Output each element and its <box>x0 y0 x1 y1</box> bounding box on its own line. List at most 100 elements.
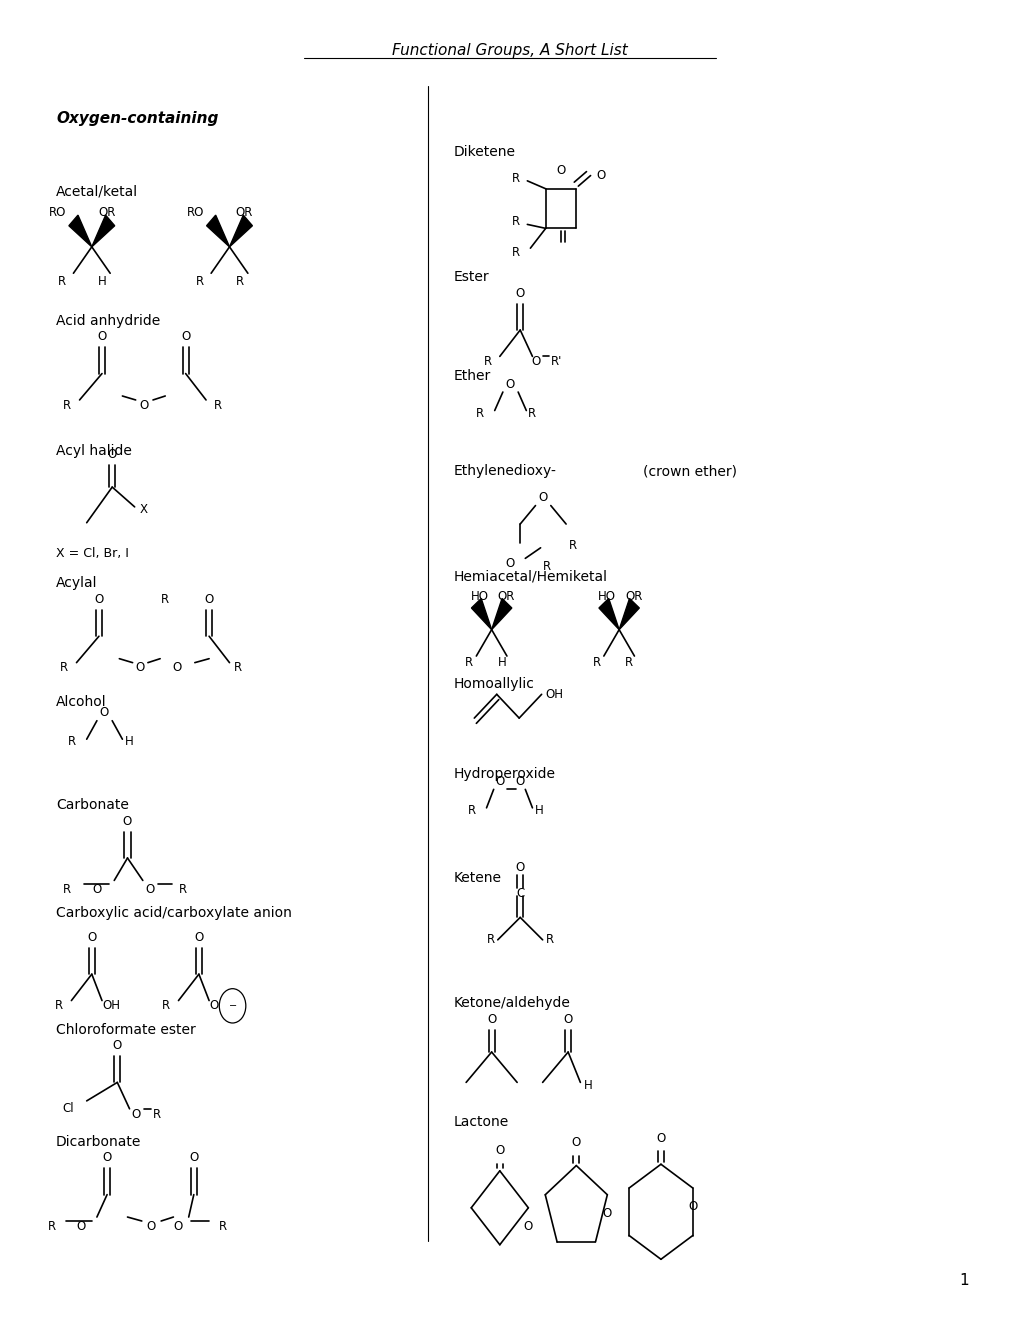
Text: Ether: Ether <box>453 370 491 383</box>
Text: OR: OR <box>625 590 642 603</box>
Text: Diketene: Diketene <box>453 145 516 158</box>
Text: O: O <box>75 1220 86 1233</box>
Polygon shape <box>491 598 512 630</box>
Text: O: O <box>87 931 97 944</box>
Text: R: R <box>542 560 550 573</box>
Polygon shape <box>471 598 491 630</box>
Text: O: O <box>173 1220 183 1233</box>
Text: Chloroformate ester: Chloroformate ester <box>56 1023 196 1036</box>
Text: R: R <box>162 999 170 1012</box>
Text: Homoallylic: Homoallylic <box>453 677 534 690</box>
Text: O: O <box>99 706 109 719</box>
Text: O: O <box>194 931 204 944</box>
Text: R: R <box>153 1107 161 1121</box>
Text: O: O <box>189 1151 199 1164</box>
Polygon shape <box>619 598 639 630</box>
Text: O: O <box>515 286 525 300</box>
Polygon shape <box>229 215 252 247</box>
Text: HO: HO <box>470 590 488 603</box>
Text: Acetal/ketal: Acetal/ketal <box>56 185 139 198</box>
Text: R: R <box>60 661 68 675</box>
Text: X: X <box>140 503 148 516</box>
Text: O: O <box>112 1039 122 1052</box>
Polygon shape <box>69 215 92 247</box>
Text: Acylal: Acylal <box>56 577 98 590</box>
Text: H: H <box>534 804 543 817</box>
Text: O: O <box>515 775 525 788</box>
Text: RO: RO <box>49 206 66 219</box>
Text: (crown ether): (crown ether) <box>642 465 736 478</box>
Text: O: O <box>102 1151 112 1164</box>
Text: O: O <box>571 1135 581 1148</box>
Text: R: R <box>569 539 577 552</box>
Text: O: O <box>172 661 182 675</box>
Text: O: O <box>537 491 547 504</box>
Text: H: H <box>124 735 133 748</box>
Text: O: O <box>94 593 104 606</box>
Text: O: O <box>135 661 145 675</box>
Text: Hydroperoxide: Hydroperoxide <box>453 767 555 780</box>
Text: R: R <box>178 883 186 896</box>
Text: O: O <box>92 883 102 896</box>
Text: O: O <box>515 861 525 874</box>
Text: O: O <box>494 1144 504 1158</box>
Text: R: R <box>486 933 494 946</box>
Text: R: R <box>235 275 244 288</box>
Text: O: O <box>139 399 149 412</box>
Text: O: O <box>555 164 566 177</box>
Text: R: R <box>196 275 204 288</box>
Text: X = Cl, Br, I: X = Cl, Br, I <box>56 546 128 560</box>
Text: C: C <box>516 887 524 900</box>
Polygon shape <box>207 215 229 247</box>
Text: R: R <box>483 355 491 368</box>
Text: R': R' <box>550 355 561 368</box>
Text: O: O <box>655 1131 665 1144</box>
Text: Oxygen-containing: Oxygen-containing <box>56 111 218 127</box>
Text: OR: OR <box>497 590 515 603</box>
Text: Cl: Cl <box>63 1102 74 1115</box>
Text: H: H <box>583 1078 592 1092</box>
Text: OH: OH <box>545 688 564 701</box>
Text: Alcohol: Alcohol <box>56 696 107 709</box>
Text: R: R <box>233 661 242 675</box>
Text: HO: HO <box>597 590 615 603</box>
Text: Dicarbonate: Dicarbonate <box>56 1135 142 1148</box>
Text: O: O <box>204 593 214 606</box>
Text: O: O <box>130 1107 141 1121</box>
Text: O: O <box>145 883 155 896</box>
Text: O: O <box>504 378 515 391</box>
Text: R: R <box>476 407 484 420</box>
Text: H: H <box>497 656 506 669</box>
Text: R: R <box>48 1220 56 1233</box>
Text: O: O <box>596 169 605 182</box>
Text: −: − <box>228 1001 236 1011</box>
Text: Acyl halide: Acyl halide <box>56 445 131 458</box>
Text: R: R <box>512 215 520 228</box>
Text: Hemiacetal/Hemiketal: Hemiacetal/Hemiketal <box>453 570 607 583</box>
Text: O: O <box>530 355 540 368</box>
Text: R: R <box>465 656 473 669</box>
Text: O: O <box>97 330 107 343</box>
Polygon shape <box>598 598 619 630</box>
Text: O: O <box>602 1206 611 1220</box>
Text: O: O <box>180 330 191 343</box>
Text: Acid anhydride: Acid anhydride <box>56 314 160 327</box>
Text: O: O <box>146 1220 156 1233</box>
Text: R: R <box>161 593 169 606</box>
Text: O: O <box>523 1220 533 1233</box>
Text: R: R <box>55 999 63 1012</box>
Text: Functional Groups, A Short List: Functional Groups, A Short List <box>391 42 628 58</box>
Text: O: O <box>494 775 504 788</box>
Text: O: O <box>107 447 117 461</box>
Text: R: R <box>58 275 66 288</box>
Text: R: R <box>63 399 71 412</box>
Text: R: R <box>512 246 520 259</box>
Text: OR: OR <box>235 206 253 219</box>
Text: O: O <box>562 1012 573 1026</box>
Text: R: R <box>468 804 476 817</box>
Text: OH: OH <box>102 999 120 1012</box>
Text: OR: OR <box>98 206 115 219</box>
Text: R: R <box>214 399 222 412</box>
Text: Lactone: Lactone <box>453 1115 508 1129</box>
Polygon shape <box>92 215 114 247</box>
